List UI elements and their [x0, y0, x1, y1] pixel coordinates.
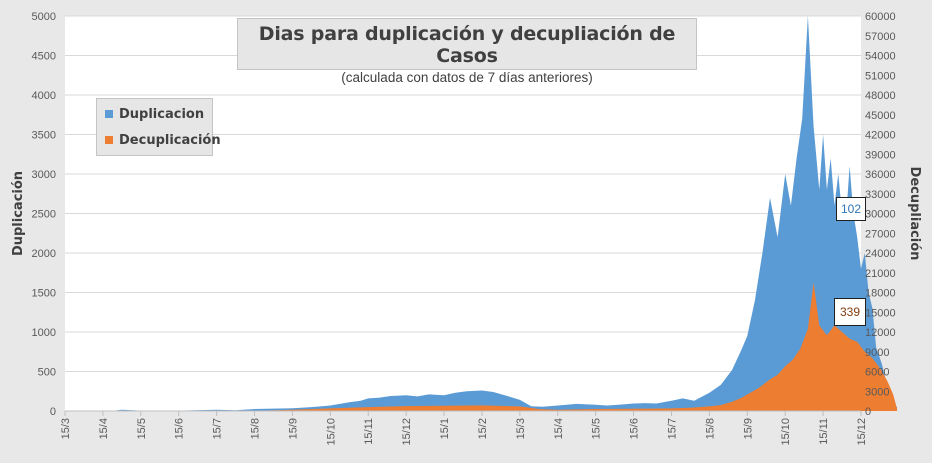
left-axis-tick-label: 2500: [32, 209, 56, 221]
right-axis-tick-label: 6000: [865, 367, 889, 379]
x-axis-tick-label: 15/3: [515, 418, 527, 439]
x-axis-tick-label: 15/11: [818, 418, 830, 445]
left-axis-tick-label: 1000: [32, 327, 56, 339]
chart-title-box: Dias para duplicación y decupliación de …: [237, 18, 697, 85]
left-axis-tick-label: 4000: [32, 90, 56, 102]
chart-title: Dias para duplicación y decupliación de …: [258, 23, 676, 67]
left-axis-tick-label: 4500: [32, 51, 56, 63]
right-axis-tick-label: 0: [865, 406, 871, 418]
x-axis-tick-label: 15/6: [629, 418, 641, 439]
x-axis-tick-label: 15/10: [780, 418, 792, 446]
right-axis-tick-label: 57000: [865, 31, 896, 43]
right-axis-tick-label: 27000: [865, 228, 896, 240]
x-axis-tick-label: 15/9: [742, 418, 754, 439]
right-axis-tick-label: 42000: [865, 130, 896, 142]
x-axis-tick-label: 15/2: [477, 418, 489, 439]
right-axis-tick-label: 33000: [865, 189, 896, 201]
x-axis-tick-label: 15/11: [363, 418, 375, 445]
chart-subtitle: (calculada con datos de 7 días anteriore…: [341, 70, 593, 85]
x-axis-tick-label: 15/7: [212, 418, 224, 439]
x-axis-tick-label: 15/12: [856, 418, 868, 446]
left-axis-tick-label: 500: [38, 367, 56, 379]
right-axis-tick-label: 3000: [865, 386, 889, 398]
legend-swatch-duplicacion: [105, 110, 113, 118]
x-axis-tick-label: 15/9: [287, 418, 299, 439]
legend-label-duplicacion: Duplicacion: [119, 106, 205, 122]
x-axis-tick-label: 15/8: [250, 418, 262, 439]
right-axis-tick-label: 9000: [865, 347, 889, 359]
right-axis-tick-label: 15000: [865, 307, 896, 319]
x-axis-tick-label: 15/1: [439, 418, 451, 439]
decuplicacion-last-value-label: 339: [834, 298, 866, 326]
left-axis-tick-label: 5000: [32, 11, 56, 23]
legend-label-decuplicacion: Decuplicación: [119, 132, 221, 148]
x-axis-tick-label: 15/7: [666, 418, 678, 439]
x-axis-tick-label: 15/8: [704, 418, 716, 439]
right-axis-tick-label: 12000: [865, 327, 896, 339]
right-axis-tick-label: 21000: [865, 268, 896, 280]
x-axis-tick-label: 15/4: [98, 418, 110, 439]
legend: Duplicacion Decuplicación: [96, 98, 221, 156]
x-axis-tick-label: 15/4: [553, 418, 565, 439]
right-axis-tick-label: 39000: [865, 149, 896, 161]
left-axis-tick-label: 3000: [32, 169, 56, 181]
right-axis-tick-label: 30000: [865, 209, 896, 221]
left-axis-tick-label: 1500: [32, 288, 56, 300]
left-axis-tick-label: 3500: [32, 130, 56, 142]
legend-swatch-decuplicacion: [105, 136, 113, 144]
right-axis-tick-label: 51000: [865, 70, 896, 82]
x-axis-tick-label: 15/5: [591, 418, 603, 439]
x-axis-tick-label: 15/12: [401, 418, 413, 446]
left-axis-title: Duplicación: [11, 171, 26, 256]
x-axis-tick-label: 15/10: [325, 418, 337, 446]
right-axis-tick-label: 45000: [865, 110, 896, 122]
x-axis-tick-label: 15/6: [174, 418, 186, 439]
left-axis-tick-label: 2000: [32, 248, 56, 260]
x-axis-tick-label: 15/3: [60, 418, 72, 439]
right-axis-tick-label: 48000: [865, 90, 896, 102]
x-axis-tick-label: 15/5: [136, 418, 148, 439]
left-axis-tick-label: 0: [50, 406, 56, 418]
right-axis-tick-label: 60000: [865, 11, 896, 23]
right-axis-tick-label: 36000: [865, 169, 896, 181]
right-axis-tick-label: 24000: [865, 248, 896, 260]
series-area-decuplicacion: [65, 282, 897, 411]
legend-item-decuplicacion: Decuplicación: [105, 132, 221, 148]
right-axis-tick-label: 54000: [865, 51, 896, 63]
duplicacion-last-value-label: 102: [836, 197, 866, 221]
right-axis-title: Decupliación: [907, 167, 922, 261]
legend-item-duplicacion: Duplicacion: [105, 106, 204, 122]
right-axis-tick-label: 18000: [865, 288, 896, 300]
